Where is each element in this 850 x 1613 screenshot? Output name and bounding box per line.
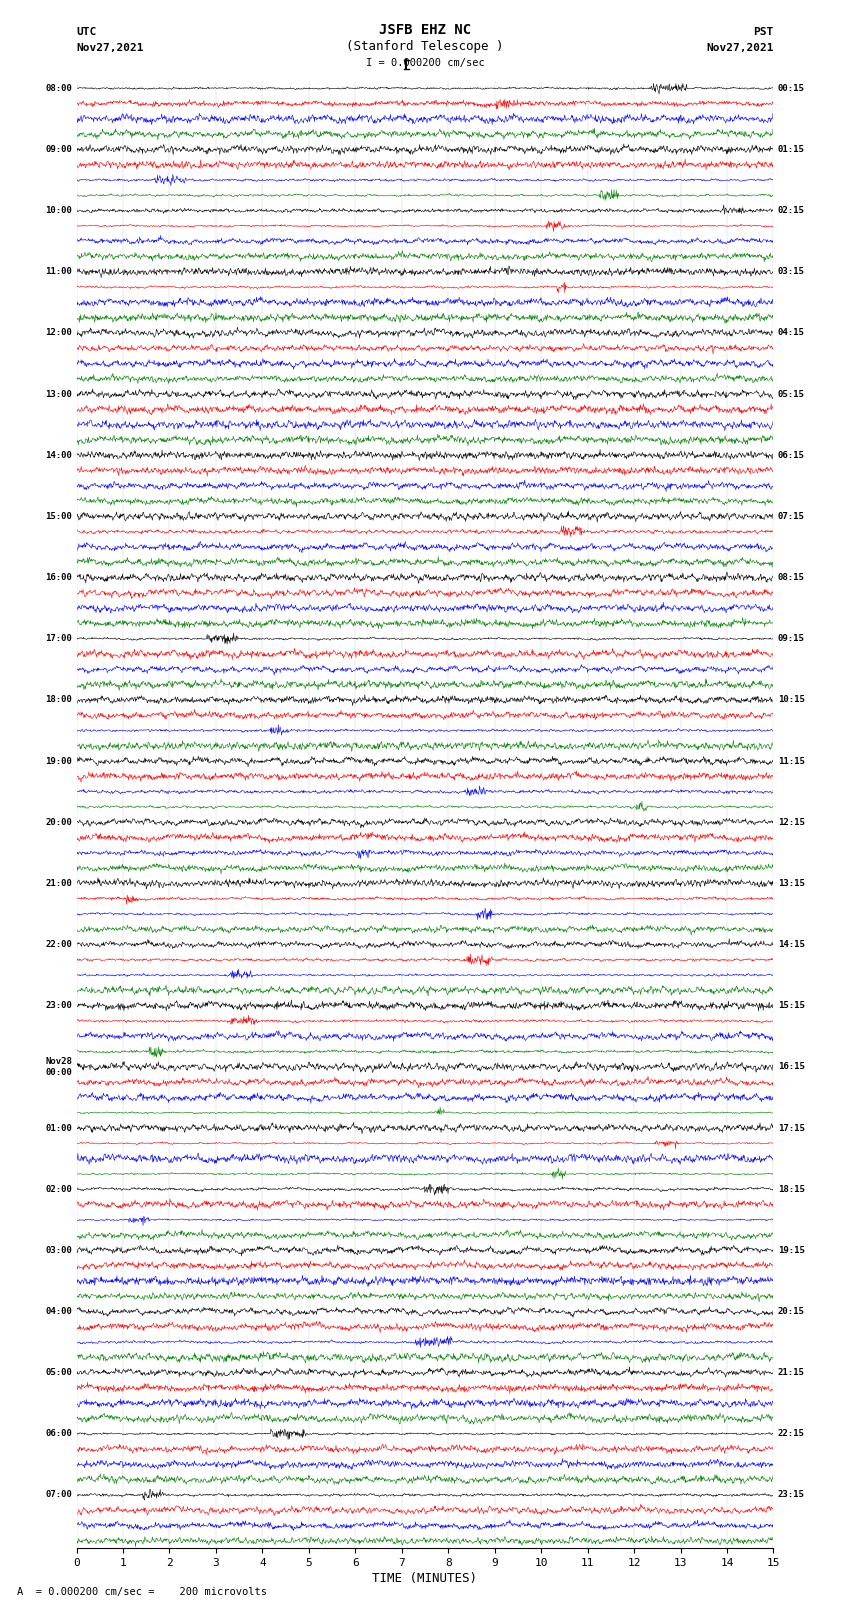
Text: 23:00: 23:00: [45, 1002, 72, 1010]
Text: 14:15: 14:15: [778, 940, 805, 948]
Text: UTC: UTC: [76, 27, 97, 37]
Text: 16:00: 16:00: [45, 573, 72, 582]
Text: 01:15: 01:15: [778, 145, 805, 153]
Text: 04:15: 04:15: [778, 329, 805, 337]
Text: 02:15: 02:15: [778, 206, 805, 215]
Text: 01:00: 01:00: [45, 1124, 72, 1132]
Text: Nov27,2021: Nov27,2021: [76, 44, 144, 53]
Text: 18:15: 18:15: [778, 1184, 805, 1194]
Text: 06:15: 06:15: [778, 450, 805, 460]
Text: 22:00: 22:00: [45, 940, 72, 948]
Text: 09:15: 09:15: [778, 634, 805, 644]
Text: 12:15: 12:15: [778, 818, 805, 827]
Text: 00:15: 00:15: [778, 84, 805, 94]
Text: 04:00: 04:00: [45, 1307, 72, 1316]
Text: JSFB EHZ NC: JSFB EHZ NC: [379, 23, 471, 37]
Text: 16:15: 16:15: [778, 1063, 805, 1071]
Text: 07:15: 07:15: [778, 511, 805, 521]
Text: 05:15: 05:15: [778, 390, 805, 398]
Text: 19:15: 19:15: [778, 1245, 805, 1255]
Text: 08:00: 08:00: [45, 84, 72, 94]
Text: 13:15: 13:15: [778, 879, 805, 887]
Text: 05:00: 05:00: [45, 1368, 72, 1378]
Text: 23:15: 23:15: [778, 1490, 805, 1500]
Text: 03:00: 03:00: [45, 1245, 72, 1255]
Text: 10:15: 10:15: [778, 695, 805, 705]
Text: 22:15: 22:15: [778, 1429, 805, 1439]
Text: 06:00: 06:00: [45, 1429, 72, 1439]
Text: 15:00: 15:00: [45, 511, 72, 521]
Text: 17:00: 17:00: [45, 634, 72, 644]
Text: 11:15: 11:15: [778, 756, 805, 766]
Text: 15:15: 15:15: [778, 1002, 805, 1010]
Text: (Stanford Telescope ): (Stanford Telescope ): [346, 40, 504, 53]
Text: I = 0.000200 cm/sec: I = 0.000200 cm/sec: [366, 58, 484, 68]
Text: 21:00: 21:00: [45, 879, 72, 887]
Text: Nov27,2021: Nov27,2021: [706, 44, 774, 53]
X-axis label: TIME (MINUTES): TIME (MINUTES): [372, 1573, 478, 1586]
Text: 03:15: 03:15: [778, 268, 805, 276]
Text: 10:00: 10:00: [45, 206, 72, 215]
Text: 18:00: 18:00: [45, 695, 72, 705]
Text: 07:00: 07:00: [45, 1490, 72, 1500]
Text: 14:00: 14:00: [45, 450, 72, 460]
Text: Nov28
00:00: Nov28 00:00: [45, 1057, 72, 1076]
Text: 12:00: 12:00: [45, 329, 72, 337]
Text: 02:00: 02:00: [45, 1184, 72, 1194]
Text: 20:15: 20:15: [778, 1307, 805, 1316]
Text: 17:15: 17:15: [778, 1124, 805, 1132]
Text: PST: PST: [753, 27, 774, 37]
Text: 08:15: 08:15: [778, 573, 805, 582]
Text: 13:00: 13:00: [45, 390, 72, 398]
Text: 20:00: 20:00: [45, 818, 72, 827]
Text: 21:15: 21:15: [778, 1368, 805, 1378]
Text: 09:00: 09:00: [45, 145, 72, 153]
Text: 19:00: 19:00: [45, 756, 72, 766]
Text: 11:00: 11:00: [45, 268, 72, 276]
Text: A  = 0.000200 cm/sec =    200 microvolts: A = 0.000200 cm/sec = 200 microvolts: [17, 1587, 267, 1597]
